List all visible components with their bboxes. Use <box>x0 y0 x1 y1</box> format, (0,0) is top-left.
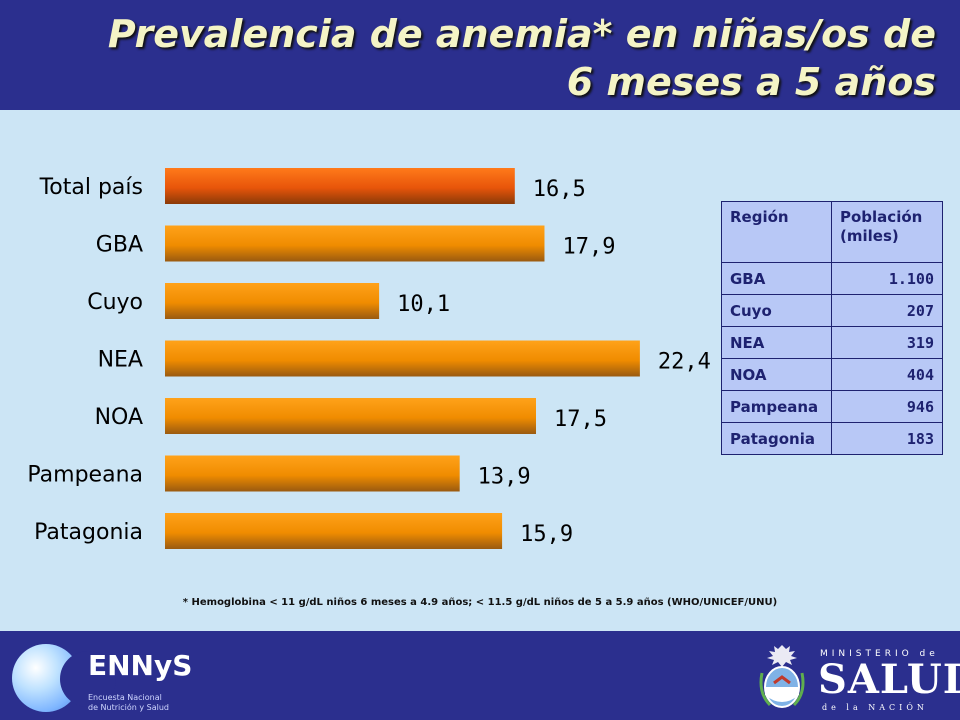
category-label: Cuyo <box>87 290 143 315</box>
title-line-2: 6 meses a 5 años <box>566 60 936 104</box>
bar <box>165 513 503 549</box>
ennys-logo-subtitle: Encuesta Nacional de Nutrición y Salud <box>88 693 170 712</box>
bar-value-label: 17,5 <box>554 407 607 432</box>
category-label: Patagonia <box>34 520 143 545</box>
region-cell: NEA <box>721 326 832 359</box>
bar-value-label: 13,9 <box>478 465 531 490</box>
table-row: Patagonia 183 <box>721 422 943 455</box>
bar-chart: Total país 16,5 GBA 17,9 Cuyo 10,1 NEA 22,4 NOA 1… <box>0 110 960 590</box>
column-header-region: Región <box>721 201 832 263</box>
population-cell: 1.100 <box>831 262 943 295</box>
salud-text: SALUD <box>818 656 960 703</box>
category-label: NOA <box>95 405 143 430</box>
table-row: Pampeana 946 <box>721 390 943 423</box>
bar <box>165 283 380 319</box>
title-banner: Prevalencia de anemia* en niñas/os de 6 … <box>0 0 960 110</box>
bar-value-label: 22,4 <box>658 350 711 375</box>
column-header-population: Población (miles) <box>831 201 943 263</box>
bar-value-label: 17,9 <box>562 235 615 260</box>
table-row: NEA 319 <box>721 326 943 359</box>
table-row: GBA 1.100 <box>721 262 943 295</box>
region-cell: Cuyo <box>721 294 832 327</box>
bar <box>165 225 545 262</box>
bar-chart-svg: Total país 16,5 GBA 17,9 Cuyo 10,1 NEA 22,4 NOA 1… <box>27 168 711 549</box>
table-header-row: Región Población (miles) <box>721 201 943 263</box>
bar-value-label: 16,5 <box>533 177 586 202</box>
bar <box>165 340 640 377</box>
region-cell: NOA <box>721 358 832 391</box>
population-cell: 404 <box>831 358 943 391</box>
bar <box>165 455 460 492</box>
ennys-logo-text: ENNyS <box>88 649 193 682</box>
footnote: * Hemoglobina < 11 g/dL niños 6 meses a … <box>182 597 778 608</box>
population-table: Región Población (miles) GBA 1.100 Cuyo 20… <box>721 201 943 455</box>
region-cell: Patagonia <box>721 422 832 455</box>
category-label: GBA <box>96 233 143 258</box>
page-title: Prevalencia de anemia* en niñas/os de 6 … <box>76 10 936 106</box>
category-label: Total país <box>39 175 143 200</box>
bar-value-label: 15,9 <box>520 522 573 547</box>
table-row: NOA 404 <box>721 358 943 391</box>
footer-bar: ENNyS Encuesta Nacional de Nutrición y S… <box>0 631 960 720</box>
population-cell: 183 <box>831 422 943 455</box>
ministerio-salud-logo: MINISTERIO de SALUD de la NACIÓN <box>756 639 960 715</box>
bar <box>165 168 515 204</box>
population-cell: 946 <box>831 390 943 423</box>
bar-value-label: 10,1 <box>397 292 450 317</box>
bar <box>165 398 536 434</box>
population-cell: 207 <box>831 294 943 327</box>
region-cell: GBA <box>721 262 832 295</box>
table-row: Cuyo 207 <box>721 294 943 327</box>
title-line-1: Prevalencia de anemia* en niñas/os de <box>107 12 936 56</box>
nacion-text: de la NACIÓN <box>822 703 928 712</box>
category-label: NEA <box>98 348 143 373</box>
category-label: Pampeana <box>27 463 143 488</box>
region-cell: Pampeana <box>721 390 832 423</box>
coat-of-arms-icon <box>759 645 805 708</box>
ennys-logo: ENNyS Encuesta Nacional de Nutrición y S… <box>12 641 212 713</box>
population-cell: 319 <box>831 326 943 359</box>
ministerio-text: MINISTERIO de <box>820 649 939 659</box>
